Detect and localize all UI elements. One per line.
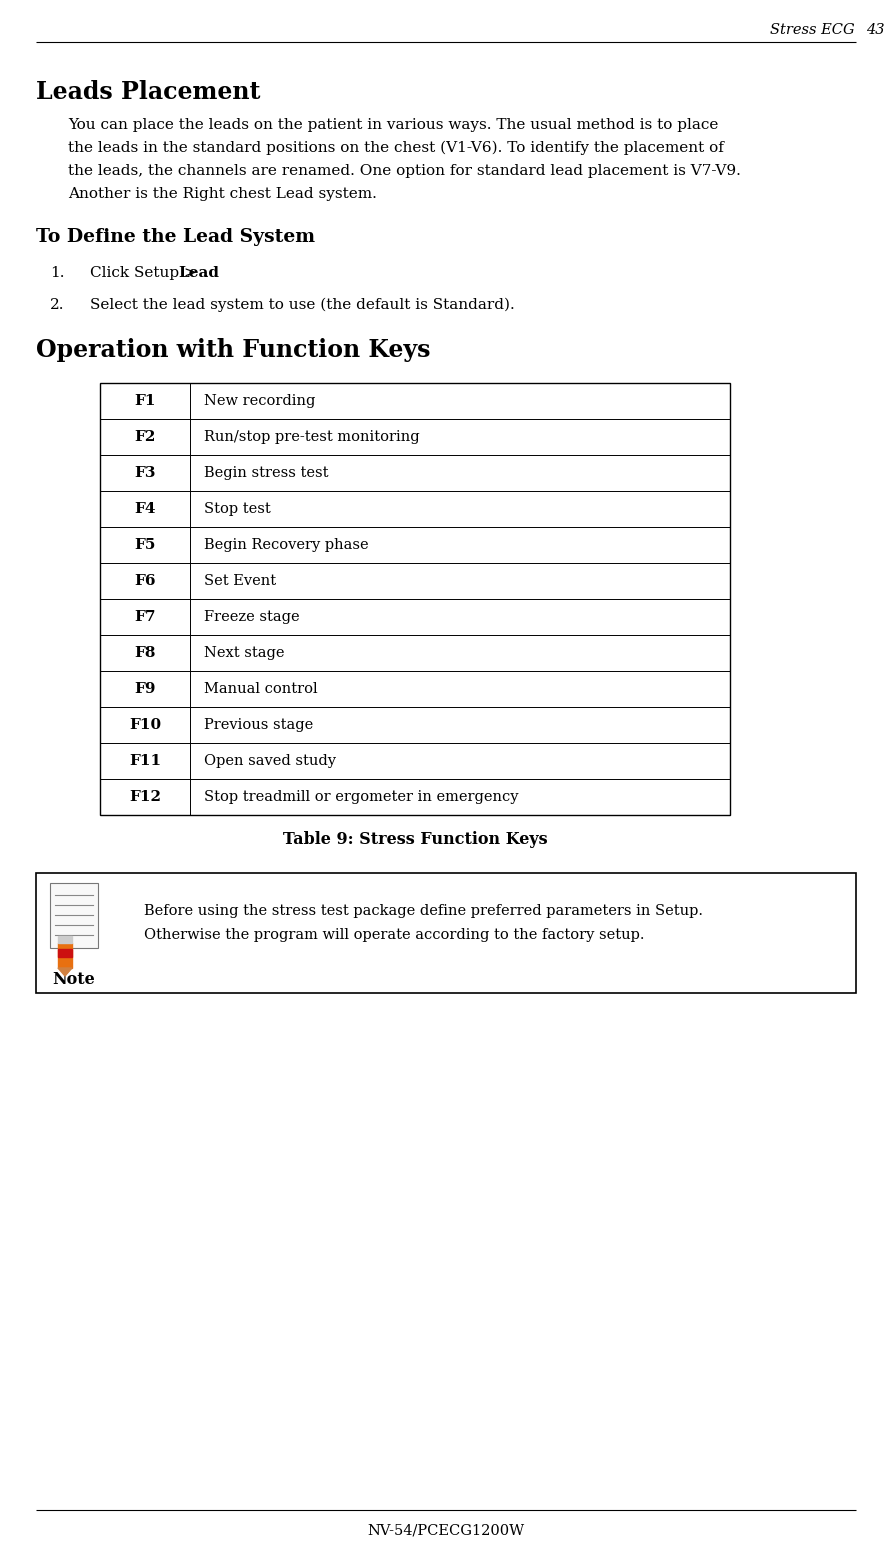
Text: F7: F7 (135, 610, 156, 624)
Text: Another is the Right chest Lead system.: Another is the Right chest Lead system. (68, 187, 377, 201)
Text: Leads Placement: Leads Placement (36, 80, 260, 104)
Text: You can place the leads on the patient in various ways. The usual method is to p: You can place the leads on the patient i… (68, 118, 718, 132)
Bar (50, 882, 98, 947)
Text: New recording: New recording (204, 395, 316, 409)
Bar (100, 382, 730, 814)
Text: Before using the stress test package define preferred parameters in Setup.: Before using the stress test package def… (144, 904, 703, 918)
Text: Next stage: Next stage (204, 646, 285, 659)
Text: Operation with Function Keys: Operation with Function Keys (36, 337, 431, 362)
Text: F2: F2 (135, 430, 156, 444)
Text: F5: F5 (135, 539, 156, 553)
Text: Open saved study: Open saved study (204, 754, 336, 768)
Text: 1.: 1. (50, 266, 64, 280)
Text: F1: F1 (135, 395, 156, 409)
Text: Manual control: Manual control (204, 683, 318, 697)
Text: .: . (204, 266, 209, 280)
Text: Previous stage: Previous stage (204, 718, 313, 732)
Text: Stop treadmill or ergometer in emergency: Stop treadmill or ergometer in emergency (204, 789, 518, 803)
Text: To Define the Lead System: To Define the Lead System (36, 228, 315, 246)
Text: Note: Note (53, 971, 95, 988)
Text: F11: F11 (129, 754, 161, 768)
Text: the leads in the standard positions on the chest (V1-V6). To identify the placem: the leads in the standard positions on t… (68, 141, 724, 155)
Text: Click Setup >: Click Setup > (90, 266, 202, 280)
Text: 43: 43 (866, 23, 885, 37)
Text: F9: F9 (135, 683, 156, 697)
Text: Table 9: Stress Function Keys: Table 9: Stress Function Keys (283, 831, 548, 848)
Text: Lead: Lead (178, 266, 219, 280)
Text: 2.: 2. (50, 299, 64, 313)
Text: F3: F3 (135, 466, 156, 480)
Polygon shape (58, 949, 72, 957)
Text: Stop test: Stop test (204, 502, 271, 515)
Text: Select the lead system to use (the default is Standard).: Select the lead system to use (the defau… (90, 299, 515, 313)
Text: Set Event: Set Event (204, 574, 277, 588)
Text: F12: F12 (129, 789, 161, 803)
Text: Stress ECG: Stress ECG (771, 23, 855, 37)
Text: F6: F6 (135, 574, 156, 588)
Text: Freeze stage: Freeze stage (204, 610, 300, 624)
Text: the leads, the channels are renamed. One option for standard lead placement is V: the leads, the channels are renamed. One… (68, 164, 741, 178)
Text: NV-54/PCECG1200W: NV-54/PCECG1200W (368, 1523, 524, 1537)
Polygon shape (58, 943, 72, 968)
Text: Otherwise the program will operate according to the factory setup.: Otherwise the program will operate accor… (144, 927, 645, 943)
Text: F4: F4 (135, 502, 156, 515)
Bar (36, 873, 856, 992)
Text: Begin stress test: Begin stress test (204, 466, 328, 480)
Text: Run/stop pre-test monitoring: Run/stop pre-test monitoring (204, 430, 419, 444)
Text: Begin Recovery phase: Begin Recovery phase (204, 539, 368, 553)
Polygon shape (58, 968, 72, 975)
Text: F10: F10 (129, 718, 161, 732)
Text: F8: F8 (135, 646, 156, 659)
Polygon shape (58, 937, 72, 943)
